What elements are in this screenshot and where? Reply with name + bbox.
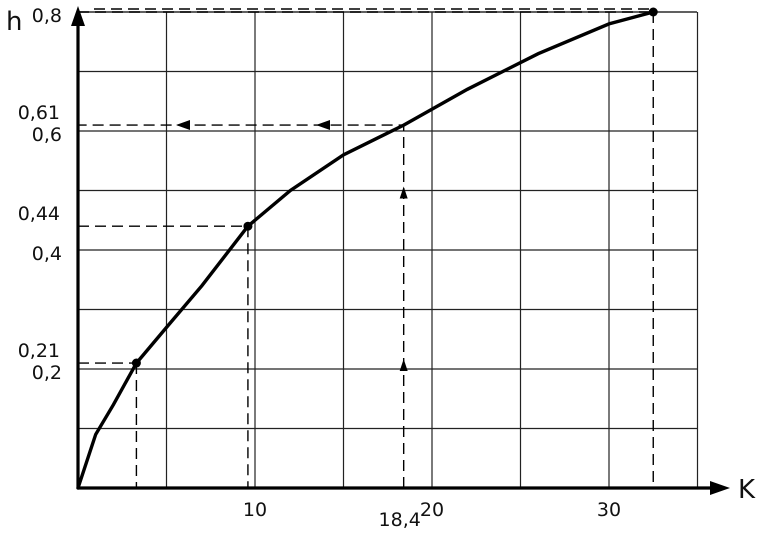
y-axis-label: h bbox=[6, 7, 22, 37]
x-axis-label: K bbox=[738, 475, 756, 505]
up-arrow-icon bbox=[399, 359, 408, 371]
curve bbox=[76, 7, 658, 490]
up-arrow-icon bbox=[399, 186, 408, 199]
data-point bbox=[648, 7, 658, 17]
x-tick-label: 30 bbox=[597, 499, 621, 521]
x-axis-arrow-icon bbox=[710, 481, 730, 495]
guide-line bbox=[78, 362, 138, 488]
guide-lines bbox=[78, 8, 654, 488]
y-tick-label: 0,8 bbox=[32, 5, 62, 27]
axes: K h bbox=[6, 6, 756, 505]
series-line bbox=[76, 10, 655, 490]
grid bbox=[78, 11, 699, 488]
annotation-label: 0,21 bbox=[18, 340, 60, 362]
left-arrow-icon bbox=[316, 120, 330, 131]
annotation-label: 18,4 bbox=[379, 509, 421, 531]
x-tick-label: 10 bbox=[243, 499, 267, 521]
data-point bbox=[243, 221, 253, 231]
y-tick-label: 0,2 bbox=[32, 362, 62, 384]
y-tick-label: 0,6 bbox=[32, 124, 62, 146]
annotation-label: 0,61 bbox=[18, 102, 60, 124]
y-axis-arrow-icon bbox=[71, 6, 85, 26]
guide-line bbox=[78, 225, 249, 488]
left-arrow-icon bbox=[176, 120, 190, 131]
data-point bbox=[131, 358, 141, 368]
y-tick-label: 0,4 bbox=[32, 243, 62, 265]
guide-line bbox=[78, 11, 654, 488]
reading-guide-line bbox=[78, 124, 405, 488]
x-tick-label: 20 bbox=[420, 499, 444, 521]
tick-labels: 10 20 30 0,2 0,4 0,6 0,8 0,21 0,44 0,61 18,4 bbox=[18, 5, 621, 531]
annotation-label: 0,44 bbox=[18, 203, 60, 225]
